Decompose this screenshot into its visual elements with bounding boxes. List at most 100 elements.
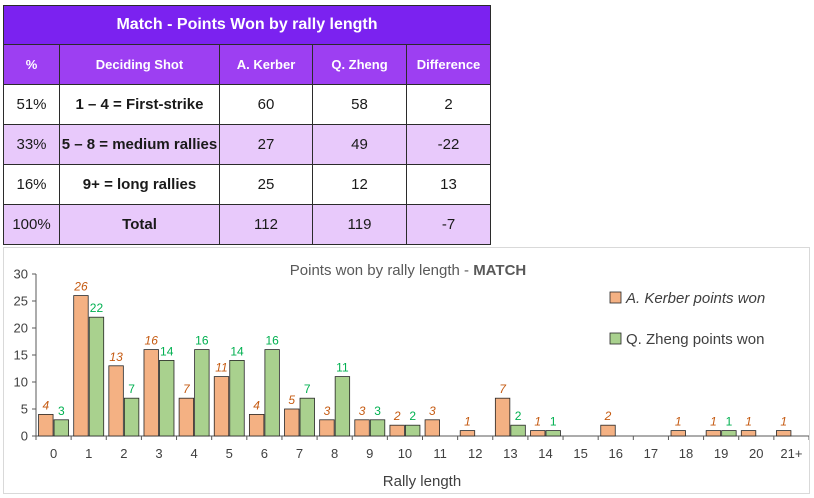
data-label-kerber: 26: [73, 280, 88, 294]
row-kerber-value: 27: [219, 124, 313, 165]
data-label-zheng: 7: [304, 382, 311, 396]
data-label-zheng: 7: [128, 382, 135, 396]
bar-kerber: [459, 430, 476, 437]
x-tick-label: 4: [190, 446, 197, 461]
bar-zheng: [545, 430, 561, 437]
data-label-kerber: 3: [359, 404, 366, 418]
x-tick-label: 10: [398, 446, 412, 461]
bar-zheng: [510, 424, 526, 437]
x-tick-label: 3: [155, 446, 162, 461]
data-label-kerber: 2: [604, 409, 612, 423]
bar-kerber: [600, 424, 616, 437]
x-tick-label: 0: [50, 446, 57, 461]
row-difference-value: -22: [406, 124, 491, 165]
row-difference-value: 13: [406, 164, 491, 205]
data-label-zheng: 22: [90, 301, 104, 315]
data-label-kerber: 2: [393, 409, 401, 423]
row-percent: 16%: [3, 164, 60, 205]
data-label-zheng: 3: [374, 404, 381, 418]
data-label-kerber: 7: [499, 382, 507, 396]
bar-layer: [38, 295, 792, 437]
data-label-zheng: 2: [409, 409, 416, 423]
table-row-medium-rallies: 33% 5 – 8 = medium rallies 27 49 -22: [3, 124, 491, 165]
x-tick-label: 8: [331, 446, 338, 461]
y-tick-label: 30: [14, 267, 28, 282]
row-kerber-value: 112: [219, 204, 313, 245]
y-tick-label: 15: [14, 348, 28, 363]
row-percent: 51%: [3, 84, 60, 125]
header-deciding-shot: Deciding Shot: [59, 44, 220, 85]
x-tick-label: 11: [433, 446, 447, 461]
bar-zheng: [194, 349, 210, 437]
bar-kerber: [705, 430, 722, 437]
data-label-zheng: 3: [58, 404, 65, 418]
row-zheng-value: 119: [312, 204, 407, 245]
data-label-zheng: 14: [160, 344, 174, 358]
bar-kerber: [38, 413, 54, 437]
data-label-kerber: 13: [109, 350, 123, 364]
row-kerber-value: 60: [219, 84, 313, 125]
x-tick-label: 13: [503, 446, 517, 461]
chart-title: Points won by rally length - MATCH: [290, 262, 526, 279]
data-label-kerber: 1: [745, 415, 752, 429]
x-tick-label: 17: [644, 446, 658, 461]
table-header-row: % Deciding Shot A. Kerber Q. Zheng Diffe…: [3, 44, 491, 85]
bar-zheng: [88, 316, 105, 437]
table-title: Match - Points Won by rally length: [3, 5, 491, 45]
bar-kerber: [776, 430, 792, 437]
header-kerber: A. Kerber: [219, 44, 313, 85]
bar-kerber: [143, 349, 159, 437]
data-label-zheng: 16: [195, 334, 209, 348]
x-tick-label: 20: [749, 446, 763, 461]
row-difference-value: 2: [406, 84, 491, 125]
x-axis-title: Rally length: [383, 473, 461, 490]
bar-kerber: [530, 430, 546, 437]
x-tick-label: 9: [366, 446, 373, 461]
legend-label-kerber: A. Kerber points won: [625, 290, 765, 307]
bar-kerber: [178, 397, 195, 437]
row-difference-value: -7: [406, 204, 491, 245]
data-label-kerber: 11: [215, 361, 227, 375]
data-label-kerber: 4: [42, 398, 49, 412]
row-percent: 33%: [3, 124, 60, 165]
bar-kerber: [319, 419, 335, 437]
bar-zheng: [299, 397, 315, 437]
x-tick-label: 7: [296, 446, 303, 461]
data-label-kerber: 1: [710, 415, 717, 429]
data-label-kerber: 1: [675, 415, 682, 429]
bar-kerber: [284, 408, 300, 437]
bar-zheng: [229, 360, 245, 437]
data-label-kerber: 3: [429, 404, 436, 418]
bar-kerber: [494, 397, 511, 437]
data-label-kerber: 16: [145, 334, 159, 348]
row-zheng-value: 12: [312, 164, 407, 205]
legend-label-zheng: Q. Zheng points won: [626, 331, 764, 348]
bar-zheng: [264, 349, 280, 437]
data-label-zheng: 1: [550, 415, 557, 429]
row-zheng-value: 58: [312, 84, 407, 125]
data-label-zheng: 2: [515, 409, 522, 423]
x-tick-label: 21+: [780, 446, 802, 461]
x-tick-label: 19: [714, 446, 728, 461]
row-kerber-value: 25: [219, 164, 313, 205]
legend: A. Kerber points won Q. Zheng points won: [609, 290, 765, 348]
bar-kerber: [424, 419, 440, 437]
table-row-total: 100% Total 112 119 -7: [3, 204, 491, 245]
bar-zheng: [159, 360, 175, 437]
x-tick-label: 16: [609, 446, 623, 461]
legend-swatch-kerber: [609, 291, 622, 304]
bar-zheng: [369, 419, 386, 437]
bar-kerber: [73, 295, 89, 437]
y-tick-label: 5: [21, 402, 28, 417]
data-label-kerber: 5: [288, 393, 295, 407]
row-deciding-shot: 1 – 4 = First-strike: [59, 84, 220, 125]
bar-kerber: [389, 424, 405, 437]
bar-kerber: [670, 430, 686, 437]
data-label-kerber: 1: [464, 415, 471, 429]
x-tick-label: 2: [120, 446, 127, 461]
data-label-zheng: 14: [230, 344, 244, 358]
data-label-kerber: 4: [253, 398, 260, 412]
bar-zheng: [405, 424, 421, 437]
